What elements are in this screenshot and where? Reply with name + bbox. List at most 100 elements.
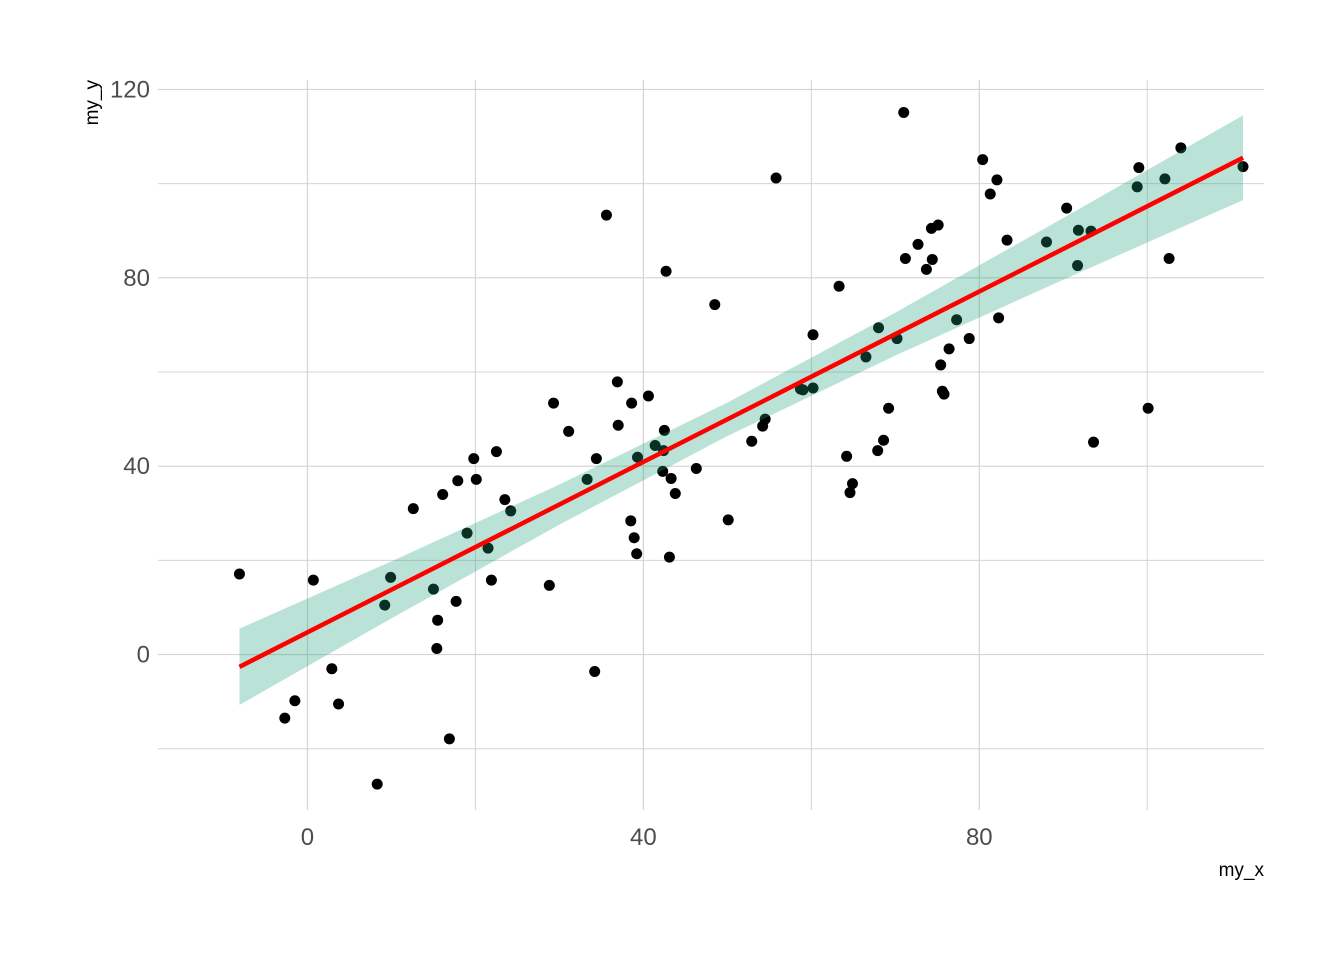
data-point: [485, 574, 497, 586]
data-point: [379, 599, 391, 611]
data-point: [660, 265, 672, 277]
data-point: [759, 413, 771, 425]
grid-lines: [158, 80, 1264, 810]
data-point: [427, 583, 439, 595]
data-point: [470, 473, 482, 485]
data-point: [590, 453, 602, 465]
data-points: [233, 106, 1249, 790]
data-point: [807, 382, 819, 394]
data-point: [860, 351, 872, 363]
data-point: [1061, 202, 1073, 214]
data-point: [657, 465, 669, 477]
data-point: [898, 106, 910, 118]
data-point: [1142, 402, 1154, 414]
data-point: [333, 698, 345, 710]
data-point: [279, 712, 291, 724]
data-point: [709, 299, 721, 311]
y-axis-label: my_y: [82, 80, 103, 126]
data-point: [669, 488, 681, 500]
data-point: [872, 445, 884, 457]
data-point: [437, 488, 449, 500]
data-point: [649, 439, 661, 451]
data-point: [1040, 236, 1052, 248]
data-point: [1163, 252, 1175, 264]
data-point: [505, 505, 517, 517]
data-point: [563, 425, 575, 437]
y-tick-label: 80: [123, 265, 150, 292]
tick-labels: 0 40 80 0 40 80 120: [110, 76, 993, 851]
data-point: [385, 571, 397, 583]
data-point: [935, 359, 947, 371]
data-point: [807, 329, 819, 341]
data-point: [1133, 162, 1145, 174]
data-point: [611, 376, 623, 388]
data-point: [722, 514, 734, 526]
data-point: [468, 453, 480, 465]
data-point: [443, 733, 455, 745]
data-point: [371, 778, 383, 790]
data-point: [548, 397, 560, 409]
data-point: [307, 574, 319, 586]
data-point: [797, 384, 809, 396]
data-point: [612, 419, 624, 431]
data-point: [600, 209, 612, 221]
x-tick-label: 0: [301, 824, 314, 851]
data-point: [932, 219, 944, 231]
data-point: [665, 472, 677, 484]
data-point: [289, 695, 301, 707]
regression-line: [238, 155, 1245, 669]
x-tick-label: 80: [966, 824, 993, 851]
data-point: [883, 402, 895, 414]
data-point: [912, 238, 924, 250]
data-point: [450, 595, 462, 607]
data-point: [878, 434, 890, 446]
data-point: [581, 473, 593, 485]
y-tick-label: 120: [110, 76, 150, 103]
data-point: [407, 503, 419, 515]
x-axis-label: my_x: [1219, 860, 1265, 881]
data-point: [938, 388, 950, 400]
data-point: [326, 663, 338, 675]
y-tick-label: 40: [123, 453, 150, 480]
data-point: [632, 451, 644, 463]
data-point: [1001, 234, 1013, 246]
data-point: [977, 154, 989, 166]
data-point: [943, 343, 955, 355]
data-point: [490, 446, 502, 458]
data-point: [844, 487, 856, 499]
fit-line-group: [238, 155, 1245, 669]
data-point: [626, 397, 638, 409]
data-point: [1088, 436, 1100, 448]
data-point: [1072, 260, 1084, 272]
data-point: [841, 450, 853, 462]
data-point: [1175, 142, 1187, 154]
data-point: [951, 314, 963, 326]
data-point: [631, 548, 643, 560]
data-point: [589, 666, 601, 678]
data-point: [482, 542, 494, 554]
data-point: [658, 424, 670, 436]
data-point: [543, 579, 555, 591]
data-point: [431, 642, 443, 654]
data-point: [461, 527, 473, 539]
data-point: [873, 322, 885, 334]
data-point: [847, 478, 859, 490]
data-point: [663, 551, 675, 563]
y-tick-label: 0: [137, 642, 150, 669]
data-point: [963, 333, 975, 345]
data-point: [926, 253, 938, 265]
data-point: [690, 463, 702, 475]
data-point: [625, 515, 637, 527]
data-point: [452, 475, 464, 487]
data-point: [499, 494, 511, 506]
data-point: [833, 280, 845, 292]
data-point: [628, 532, 640, 544]
data-point: [920, 263, 932, 275]
data-point: [770, 172, 782, 184]
data-point: [642, 390, 654, 402]
data-point: [1159, 173, 1171, 185]
data-point: [899, 252, 911, 264]
data-point: [984, 188, 996, 200]
data-point: [993, 312, 1005, 324]
